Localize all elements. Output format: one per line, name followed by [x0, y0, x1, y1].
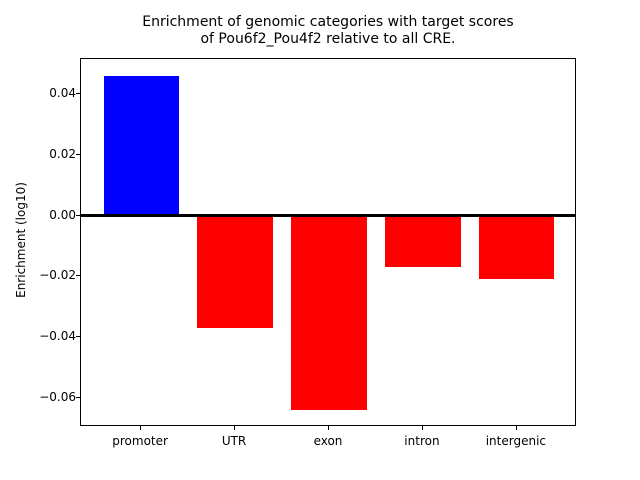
y-tick-mark — [76, 397, 80, 399]
x-tick-label-intergenic: intergenic — [485, 434, 547, 448]
y-tick-mark — [76, 92, 80, 94]
x-tick-label-UTR: UTR — [221, 434, 247, 448]
y-tick-label: −0.02 — [39, 268, 76, 283]
plot-area — [80, 58, 576, 426]
bar-UTR — [197, 215, 273, 329]
x-tick-mark — [140, 426, 142, 430]
bar-intergenic — [479, 215, 555, 280]
x-tick-label-promoter: promoter — [112, 434, 168, 448]
y-tick-label: 0.02 — [49, 146, 76, 161]
y-tick-label: −0.06 — [39, 390, 76, 405]
y-axis-label: Enrichment (log10) — [14, 182, 28, 298]
x-tick-label-exon: exon — [313, 434, 343, 448]
y-tick-mark — [76, 214, 80, 216]
bar-exon — [291, 215, 367, 411]
y-tick-mark — [76, 336, 80, 338]
bar-promoter — [103, 75, 179, 216]
bar-intron — [385, 215, 461, 268]
x-tick-mark — [234, 426, 236, 430]
x-tick-mark — [421, 426, 423, 430]
chart-title-line-1: Enrichment of genomic categories with ta… — [142, 14, 514, 30]
x-tick-label-intron: intron — [404, 434, 440, 448]
x-tick-mark — [515, 426, 517, 430]
zero-baseline — [81, 214, 575, 218]
y-tick-label: 0.04 — [49, 85, 76, 100]
y-tick-label: −0.04 — [39, 329, 76, 344]
y-tick-label: 0.00 — [49, 207, 76, 222]
y-tick-mark — [76, 153, 80, 155]
x-tick-mark — [328, 426, 329, 430]
y-tick-mark — [76, 275, 80, 277]
chart-title-line-2: of Pou6f2_Pou4f2 relative to all CRE. — [200, 31, 456, 47]
